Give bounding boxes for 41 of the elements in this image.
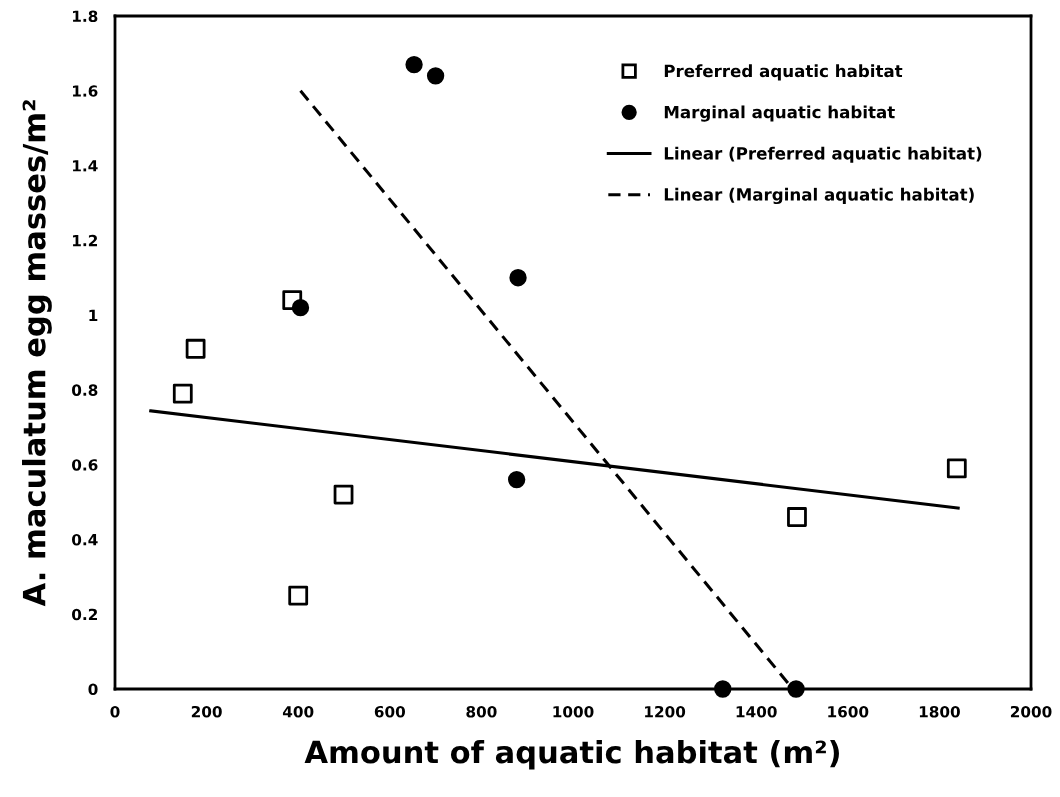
point [507, 470, 526, 489]
point [405, 55, 423, 74]
y-tick-label: 0.2 [72, 608, 98, 621]
y-tick-label: 1.4 [72, 160, 98, 172]
x-tick-label: 1800 [919, 705, 960, 718]
legend-label: Marginal aquatic habitat [664, 105, 895, 122]
point [946, 458, 967, 479]
point [288, 585, 309, 606]
x-tick-label: 0 [110, 705, 120, 718]
x-tick-label: 800 [466, 705, 497, 718]
legend-label: Linear (Preferred aquatic habitat) [664, 146, 982, 163]
point [185, 338, 206, 359]
y-tick-label: 0 [88, 683, 98, 696]
x-axis-title: Amount of aquatic habitat (m²) [304, 739, 839, 770]
point [787, 507, 807, 527]
y-tick-label: 1.6 [72, 85, 98, 97]
x-tick-label: 2000 [1010, 705, 1052, 718]
point [714, 680, 732, 698]
x-tick-label: 1200 [645, 705, 686, 718]
x-tick-label: 400 [282, 705, 314, 718]
x-tick-label: 1000 [553, 705, 594, 718]
y-axis-title: A. maculatum egg masses/m² [22, 100, 52, 607]
point [426, 67, 445, 85]
y-tick-label: 1.2 [72, 234, 98, 247]
point [509, 269, 527, 287]
point [172, 383, 193, 404]
y-tick-label: 0.8 [72, 384, 98, 396]
y-tick-label: 1.8 [72, 10, 98, 23]
point [333, 484, 354, 505]
point [787, 680, 805, 698]
legend-label: Preferred aquatic habitat [664, 64, 903, 81]
point [282, 290, 303, 311]
x-tick-label: 600 [374, 705, 406, 718]
x-tick-label: 1400 [736, 705, 777, 718]
point [291, 298, 310, 317]
x-tick-label: 1600 [828, 705, 869, 718]
y-tick-label: 0.6 [72, 459, 98, 471]
x-tick-label: 200 [191, 705, 222, 718]
y-tick-label: 0.4 [72, 533, 98, 546]
y-tick-label: 1 [89, 309, 98, 321]
legend-label: Linear (Marginal aquatic habitat) [664, 187, 974, 205]
